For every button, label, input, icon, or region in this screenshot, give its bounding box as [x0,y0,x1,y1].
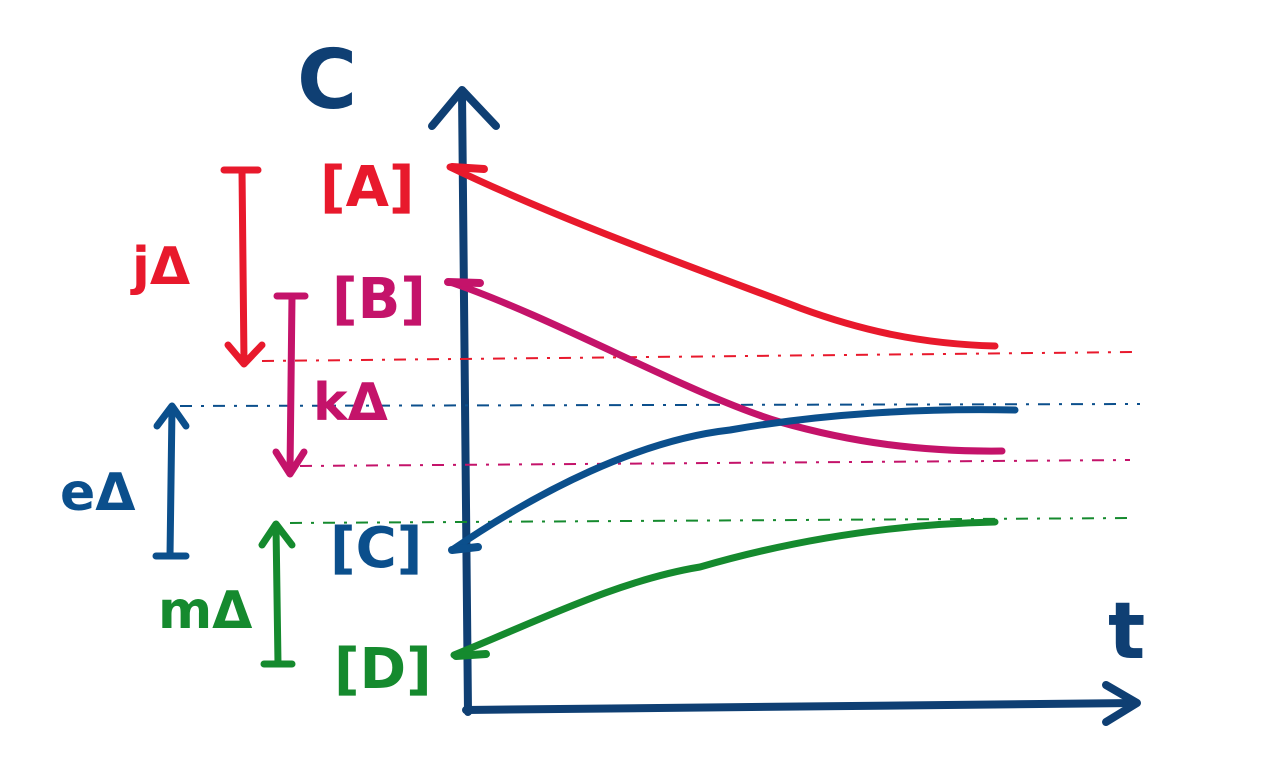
change-arrow-c-head [153,402,190,430]
x-axis-label: t [1108,587,1145,677]
initial-tick-a [448,163,488,173]
equilibrium-line-a [261,351,1136,362]
concentration-curves [446,163,1019,659]
curve-c [448,406,1019,554]
x-axis-arrowhead [1102,681,1141,726]
y-axis-arrowhead [428,86,500,130]
initial-tick-b [444,278,484,287]
species-label-c: [C] [330,516,422,581]
change-arrow-a-shaft [238,166,248,366]
curve-d [450,518,999,659]
initial-tick-c [448,543,482,554]
change-arrow-d-head [258,520,296,549]
x-axis [462,699,1139,714]
y-axis-label: C [297,33,357,128]
initial-ticks [444,163,490,660]
species-label-a: [A] [320,155,415,220]
axes [428,86,1141,726]
initial-tick-d [452,650,490,660]
change-label-c: eΔ [60,463,136,523]
species-label-d: [D] [334,637,432,702]
change-arrow-b-head [272,448,308,478]
change-arrow-c-shaft [166,404,176,560]
equilibrium-line-c [179,403,1141,407]
change-label-a: jΔ [130,237,190,297]
curve-a [446,163,999,350]
y-axis [458,88,472,716]
change-arrow-d-shaft [272,522,282,668]
equilibrium-line-b [299,459,1131,467]
change-arrows [152,166,309,668]
change-arrow-a-head [224,341,266,368]
change-label-b: kΔ [313,373,388,433]
curve-b [446,278,1006,455]
change-label-d: mΔ [158,581,252,641]
change-arrow-b-shaft [286,292,296,476]
species-label-b: [B] [332,267,426,332]
